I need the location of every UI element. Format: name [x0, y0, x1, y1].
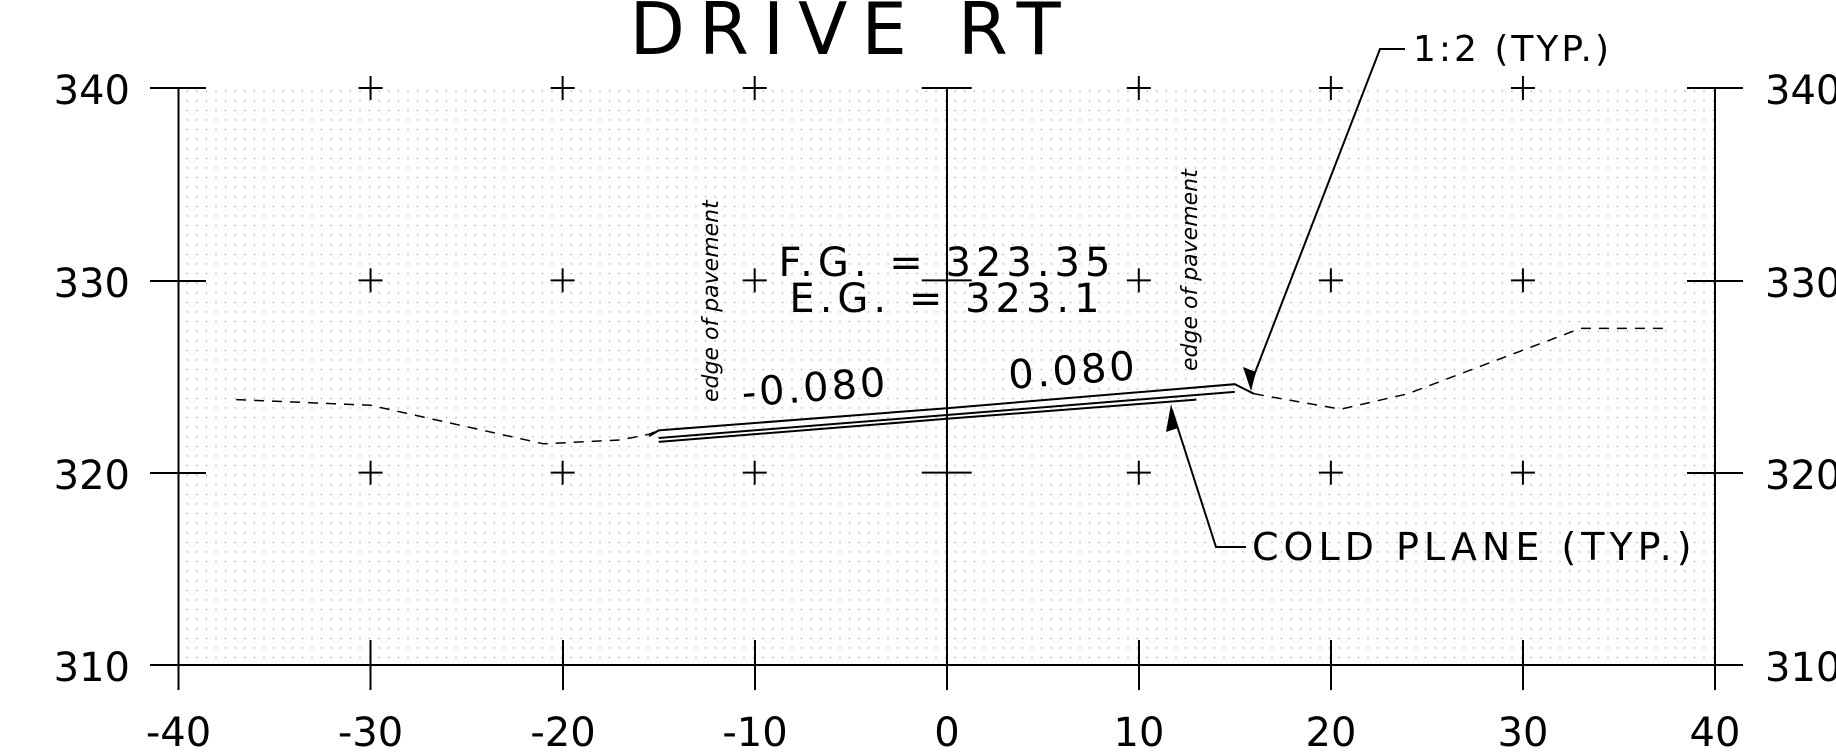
x-axis-ticks	[177, 640, 1716, 690]
x-tick-labels: -40 -30 -20 -10 0 10 20 30 40	[146, 710, 1741, 753]
side-slope-arrowhead	[1243, 367, 1256, 391]
profile-lines	[236, 327, 1667, 445]
y-label-left-320: 320	[54, 453, 130, 499]
cold-plane-arrowhead	[1166, 404, 1178, 432]
y-axis-ticks	[150, 87, 1743, 666]
y-label-right-320: 320	[1765, 453, 1836, 499]
x-label-40: 40	[1690, 710, 1741, 753]
x-label-m40: -40	[146, 710, 211, 753]
drawing-title: DRIVE RT	[629, 0, 1074, 71]
existing-ground-right	[1253, 327, 1667, 410]
x-label-m30: -30	[338, 710, 403, 753]
x-label-10: 10	[1114, 710, 1165, 753]
y-label-left-310: 310	[54, 645, 130, 691]
left-slope-label: -0.080	[740, 360, 890, 417]
grid-crosses	[358, 76, 1535, 485]
finished-grade-surface	[648, 383, 1255, 437]
y-label-left-340: 340	[54, 68, 130, 114]
y-label-left-330: 330	[54, 261, 130, 307]
y-tick-labels-left: 340 330 320 310	[54, 68, 130, 691]
x-label-m20: -20	[530, 710, 595, 753]
right-slope-label: 0.080	[1007, 343, 1140, 399]
y-label-right-330: 330	[1765, 261, 1836, 307]
cold-plane-leader	[1171, 409, 1246, 548]
y-label-right-340: 340	[1765, 68, 1836, 114]
side-slope-label: 1:2 (TYP.)	[1413, 29, 1612, 70]
y-tick-labels-right: 340 330 320 310	[1765, 68, 1836, 691]
edge-of-pavement-right: edge of pavement	[1178, 168, 1203, 371]
edge-of-pavement-left: edge of pavement	[699, 199, 724, 402]
existing-ground-left	[236, 398, 659, 445]
pavement-layer-line	[658, 390, 1235, 439]
cold-plane-label: COLD PLANE (TYP.)	[1252, 525, 1697, 569]
x-label-0: 0	[934, 710, 959, 753]
x-label-20: 20	[1306, 710, 1357, 753]
x-label-30: 30	[1498, 710, 1549, 753]
side-slope-leader	[1250, 48, 1405, 384]
cold-plane-line	[658, 398, 1197, 443]
existing-grade-label: E.G. = 323.1	[789, 276, 1104, 322]
x-label-m10: -10	[722, 710, 787, 753]
finished-grade-label: F.G. = 323.35	[779, 240, 1116, 286]
y-label-right-310: 310	[1765, 645, 1836, 691]
